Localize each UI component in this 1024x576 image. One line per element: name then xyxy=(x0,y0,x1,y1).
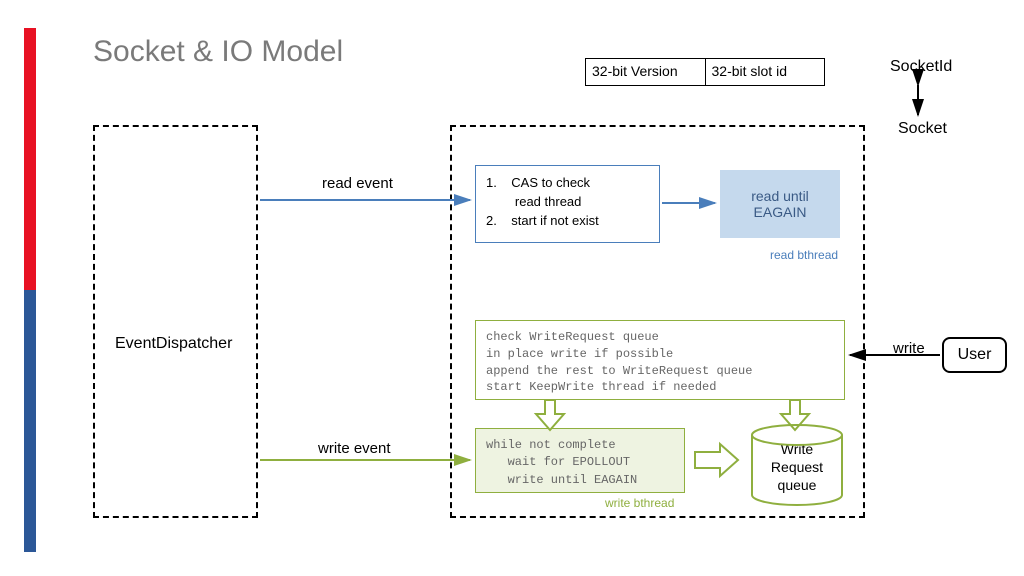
event-dispatcher-box xyxy=(93,125,258,518)
while-box: while not complete wait for EPOLLOUT wri… xyxy=(475,428,685,493)
read-event-label: read event xyxy=(322,175,393,192)
read-until-box: read until EAGAIN xyxy=(720,170,840,238)
queue-label: Write Request queue xyxy=(753,440,841,495)
cas-line-2: read thread xyxy=(486,193,649,212)
cas-line-1: 1. CAS to check xyxy=(486,174,649,193)
user-box: User xyxy=(942,337,1007,373)
bit-cell-slot: 32-bit slot id xyxy=(706,59,825,85)
cas-line-3: 2. start if not exist xyxy=(486,212,649,231)
write-bthread-label: write bthread xyxy=(605,496,674,510)
socket-label: Socket xyxy=(898,120,947,138)
stripe-blue xyxy=(24,290,36,552)
write-label: write xyxy=(893,340,925,357)
write-event-label: write event xyxy=(318,440,391,457)
check-writerequest-box: check WriteRequest queue in place write … xyxy=(475,320,845,400)
bit-cell-version: 32-bit Version xyxy=(586,59,706,85)
stripe-red xyxy=(24,28,36,290)
socketid-label: SocketId xyxy=(890,58,952,76)
page-title: Socket & IO Model xyxy=(93,35,343,69)
read-bthread-label: read bthread xyxy=(770,248,838,262)
event-dispatcher-label: EventDispatcher xyxy=(115,335,232,353)
bit-table: 32-bit Version 32-bit slot id xyxy=(585,58,825,86)
cas-box: 1. CAS to check read thread 2. start if … xyxy=(475,165,660,243)
